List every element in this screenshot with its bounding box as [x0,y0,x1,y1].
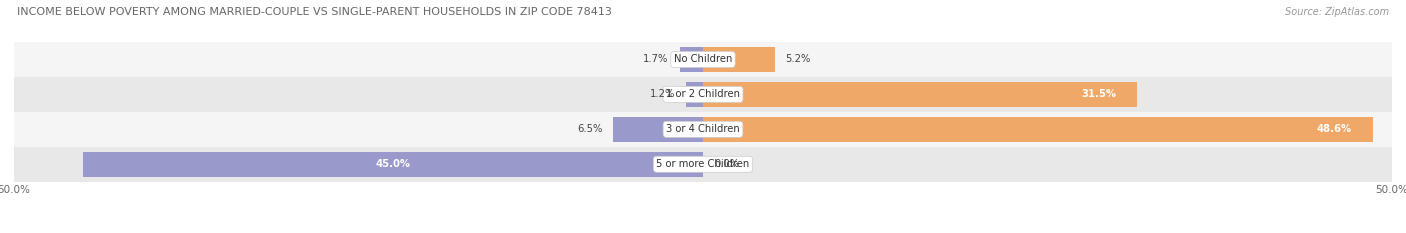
Text: 3 or 4 Children: 3 or 4 Children [666,124,740,134]
Legend: Married Couples, Single Parents: Married Couples, Single Parents [593,231,813,233]
Bar [613,117,703,142]
Text: 6.5%: 6.5% [576,124,602,134]
Text: 48.6%: 48.6% [1317,124,1353,134]
Text: No Children: No Children [673,55,733,64]
Bar [679,47,703,72]
Bar [686,82,703,107]
Text: INCOME BELOW POVERTY AMONG MARRIED-COUPLE VS SINGLE-PARENT HOUSEHOLDS IN ZIP COD: INCOME BELOW POVERTY AMONG MARRIED-COUPL… [17,7,612,17]
Text: 5.2%: 5.2% [786,55,811,64]
Text: 45.0%: 45.0% [375,159,411,169]
Text: 0.0%: 0.0% [714,159,740,169]
Bar [83,152,703,177]
Text: 5 or more Children: 5 or more Children [657,159,749,169]
Bar [703,117,1372,142]
Text: 31.5%: 31.5% [1081,89,1116,99]
Bar [703,82,1137,107]
Bar [14,42,1392,77]
Bar [14,112,1392,147]
Text: 1 or 2 Children: 1 or 2 Children [666,89,740,99]
Text: 1.2%: 1.2% [650,89,675,99]
Text: 1.7%: 1.7% [643,55,669,64]
Bar [14,77,1392,112]
Text: Source: ZipAtlas.com: Source: ZipAtlas.com [1285,7,1389,17]
Bar [14,147,1392,182]
Bar [703,47,775,72]
